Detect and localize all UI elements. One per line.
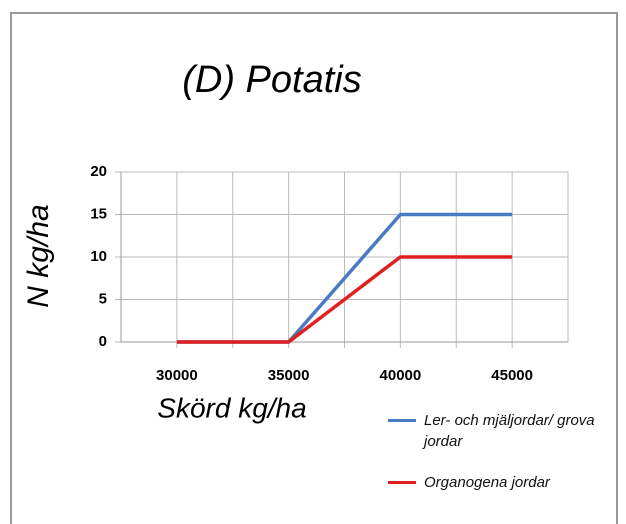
y-tick-label: 20 <box>90 163 107 180</box>
legend-swatch <box>388 419 416 422</box>
x-tick-label: 40000 <box>380 367 422 384</box>
legend-item: Organogena jordar <box>388 472 608 493</box>
legend: Ler- och mjäljordar/ grova jordar Organog… <box>388 410 608 513</box>
legend-swatch <box>388 481 416 484</box>
y-tick-label: 10 <box>90 248 107 265</box>
x-axis-label: Skörd kg/ha <box>157 392 306 423</box>
x-tick-label: 30000 <box>156 367 198 384</box>
legend-label: Organogena jordar <box>424 474 550 491</box>
y-tick-label: 15 <box>90 205 107 222</box>
y-tick-label: 0 <box>99 333 107 350</box>
y-tick-label: 5 <box>99 290 107 307</box>
chart-title: (D) Potatis <box>182 59 361 101</box>
x-tick-label: 35000 <box>268 367 310 384</box>
legend-item: Ler- och mjäljordar/ grova jordar <box>388 410 608 452</box>
legend-label: Ler- och mjäljordar/ grova jordar <box>424 412 595 450</box>
series-line <box>176 255 513 344</box>
x-tick-label: 45000 <box>491 367 533 384</box>
y-axis-label: N kg/ha <box>22 204 55 307</box>
